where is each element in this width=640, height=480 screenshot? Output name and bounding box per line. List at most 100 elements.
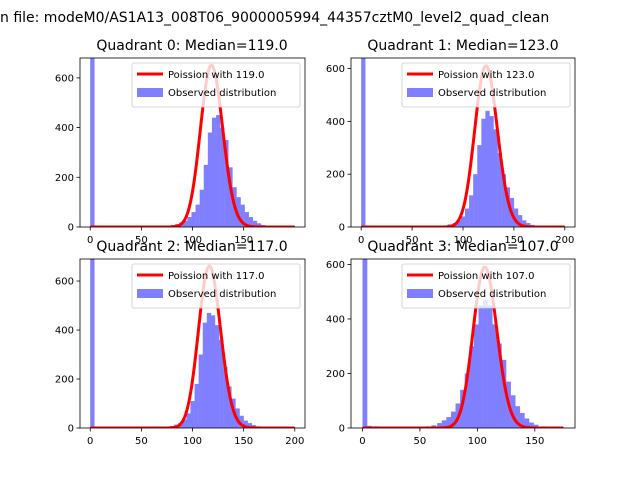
subplot-title: Quadrant 2: Median=117.0	[96, 239, 287, 255]
histogram-bar	[90, 58, 95, 227]
histogram-bar	[460, 216, 466, 227]
y-tick-label: 200	[326, 170, 345, 181]
histogram-bar	[517, 215, 523, 227]
histogram-bar	[182, 419, 187, 428]
x-tick-label: 50	[414, 436, 427, 447]
histogram-bar	[510, 395, 516, 428]
histogram-bar	[247, 423, 253, 428]
histogram-bar	[236, 197, 241, 227]
histogram-bar	[190, 401, 195, 428]
histogram-bar	[211, 117, 217, 227]
histogram-bar	[220, 127, 225, 227]
x-tick-label: 200	[285, 436, 304, 447]
histogram-bar	[240, 204, 245, 227]
histogram-bar	[496, 343, 502, 428]
plot-area: 0 50 100 150 0 200 400 600 Poission with 107.0 Ob…	[326, 258, 576, 447]
subplot-quadrant-3: 0 50 100 150 0 200 400 600 Poission with 107.0 Ob…	[326, 239, 576, 447]
subplot-quadrant-0: 0 50 100 150 0 200 400 600 Poission with 119.0 Ob…	[55, 38, 306, 246]
histogram-bar	[501, 359, 507, 428]
histogram-bar	[210, 315, 216, 428]
figure-suptitle: n file: modeM0/AS1A13_008T06_9000005994_…	[0, 10, 549, 26]
legend-label: Poission with 107.0	[438, 271, 534, 282]
histogram-bar	[223, 366, 228, 428]
histogram-bar	[492, 324, 498, 428]
histogram-bar	[522, 220, 527, 227]
histogram-bar	[465, 208, 470, 227]
histogram-bar	[478, 305, 484, 428]
subplot-title: Quadrant 3: Median=107.0	[367, 239, 558, 255]
subplot-quadrant-2: 0 50 100 150 200 0 200 400 600 Poission with 117.…	[55, 239, 306, 447]
plot-area: 0 50 100 150 200 0 200 400 600 Poission with 123.…	[326, 57, 576, 246]
histogram-bar	[252, 220, 258, 227]
histogram-bar	[485, 110, 490, 227]
legend-patch-swatch	[137, 289, 163, 298]
plot-area: 0 50 100 150 200 0 200 400 600 Poission with 117.…	[55, 258, 306, 447]
histogram-bar	[515, 406, 521, 428]
x-tick-label: 50	[135, 436, 148, 447]
y-tick-label: 200	[55, 173, 74, 184]
x-tick-label: 100	[468, 436, 487, 447]
histogram-bar	[187, 217, 192, 227]
x-tick-label: 0	[87, 235, 93, 246]
y-tick-label: 200	[326, 369, 345, 380]
y-tick-label: 600	[55, 277, 74, 288]
y-tick-label: 400	[55, 123, 74, 134]
x-tick-label: 200	[555, 235, 574, 246]
histogram-bar	[207, 132, 213, 227]
legend-label: Poission with 119.0	[168, 70, 264, 81]
x-tick-label: 150	[504, 235, 523, 246]
histogram-bar	[195, 204, 200, 227]
histogram-bar	[441, 420, 447, 428]
legend-label: Observed distribution	[438, 289, 546, 300]
histogram-bar	[224, 140, 229, 227]
histogram-bar	[202, 322, 208, 428]
subplot-title: Quadrant 0: Median=119.0	[96, 38, 287, 54]
histogram-bar	[456, 220, 462, 227]
histogram-bar	[519, 413, 525, 428]
x-tick-label: 150	[525, 436, 544, 447]
histogram-bar	[90, 259, 95, 428]
legend-label: Observed distribution	[168, 88, 276, 99]
y-tick-label: 600	[326, 260, 345, 271]
histogram-bar	[483, 299, 488, 428]
y-tick-label: 400	[326, 117, 345, 128]
histogram-bar	[361, 58, 366, 227]
y-tick-label: 0	[339, 223, 345, 234]
histogram-bar	[194, 383, 199, 428]
x-tick-label: 50	[406, 235, 419, 246]
legend-label: Observed distribution	[168, 289, 276, 300]
histogram-bar	[203, 164, 209, 227]
histogram-bar	[186, 413, 191, 428]
legend-patch-swatch	[407, 88, 433, 97]
y-tick-label: 400	[326, 314, 345, 325]
legend-label: Poission with 117.0	[168, 271, 264, 282]
legend: Poission with 117.0 Observed distribution	[131, 263, 301, 309]
x-tick-label: 0	[358, 235, 364, 246]
histogram-bar	[446, 417, 452, 428]
x-tick-label: 100	[183, 436, 202, 447]
histogram-bar	[244, 212, 249, 227]
histogram-bar	[228, 167, 233, 227]
histogram-bar	[501, 174, 506, 227]
x-tick-label: 50	[135, 235, 148, 246]
histogram-bar	[473, 324, 479, 428]
histogram-bar	[198, 354, 203, 428]
histogram-bar	[487, 305, 493, 428]
histogram-bar	[239, 415, 244, 428]
histogram-bar	[215, 325, 220, 428]
y-tick-label: 0	[68, 223, 74, 234]
histogram-bar	[243, 420, 248, 428]
histogram-bar	[206, 312, 212, 428]
legend-patch-swatch	[407, 289, 433, 298]
x-tick-label: 0	[359, 436, 365, 447]
axes-frame	[350, 258, 576, 429]
x-tick-label: 100	[453, 235, 472, 246]
y-tick-label: 200	[55, 375, 74, 386]
histogram-bar	[248, 217, 254, 227]
histogram-bar	[219, 339, 224, 428]
y-tick-label: 600	[326, 64, 345, 75]
x-tick-label: 150	[234, 235, 253, 246]
legend-label: Poission with 123.0	[438, 70, 534, 81]
histogram-bar	[216, 115, 221, 227]
